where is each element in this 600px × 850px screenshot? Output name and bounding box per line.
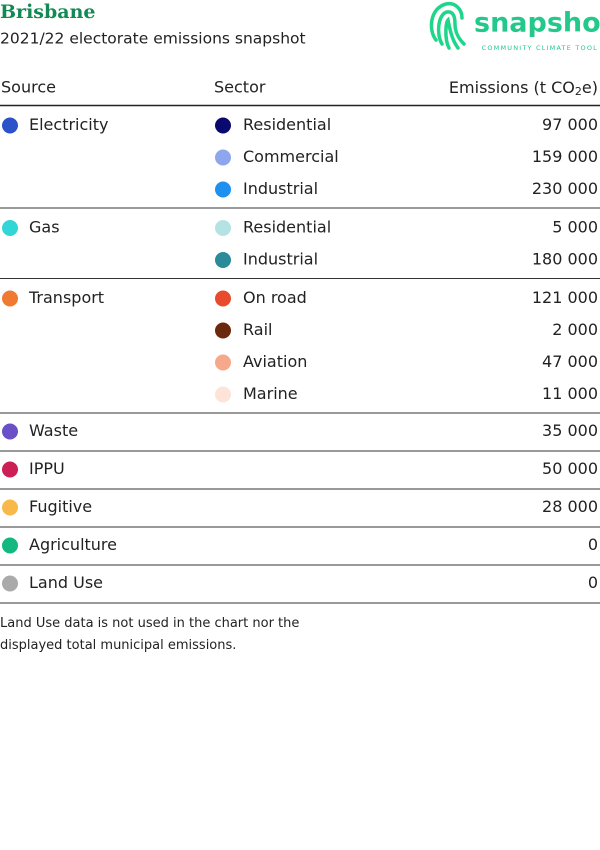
source-dot [2,537,18,554]
source-dot [2,575,18,592]
sector-name: Residential [243,218,331,237]
source-name: Waste [29,421,78,440]
emissions: 180 000 [532,250,598,269]
logo-name: snapshot [474,8,600,39]
source-dot [2,499,18,516]
source-dot [2,290,18,307]
source-dot [2,117,18,134]
source-name: Land Use [29,573,103,592]
sector-dot [215,322,231,339]
source-name: Fugitive [29,497,92,516]
sector-dot [215,252,231,268]
emissions: 0 [588,535,598,554]
emissions: 5 000 [552,218,598,237]
sector-dot [215,181,231,198]
emissions: 2 000 [552,320,598,339]
note: displayed total municipal emissions. [0,638,236,653]
sector-name: Aviation [243,352,307,371]
sector-dot [215,220,231,236]
source-name: Transport [28,288,104,307]
sector-name: On road [243,288,307,307]
header-sub: 2 [575,85,582,98]
emissions: 47 000 [542,352,598,371]
source-dot [2,423,18,440]
sector-name: Industrial [243,250,318,269]
sector-name: Residential [243,115,331,134]
sector-name: Industrial [243,179,318,198]
emissions: 0 [588,573,598,592]
source-name: Gas [29,218,60,237]
emissions: 28 000 [542,497,598,516]
emissions: 35 000 [542,421,598,440]
emissions: 11 000 [542,384,598,403]
emissions: 50 000 [542,459,598,478]
sector-dot [215,149,231,166]
source-dot [2,220,18,236]
source-name: IPPU [29,459,65,478]
sector-dot [215,290,231,307]
title: Brisbane [0,1,95,23]
source-dot [2,461,18,478]
emissions: 121 000 [532,288,598,307]
source-name: Agriculture [29,535,117,554]
source-name: Electricity [29,115,108,134]
note: Land Use data is not used in the chart n… [0,616,299,631]
sector-dot [215,354,231,371]
sector-dot [215,386,231,403]
sector-dot [215,117,231,134]
column-header: Sector [214,78,266,97]
subtitle: 2021/22 electorate emissions snapshot [0,30,306,48]
logo-tagline: COMMUNITY CLIMATE TOOL [482,44,598,52]
sector-name: Rail [243,320,272,339]
emissions: 230 000 [532,179,598,198]
logo-icon [429,1,466,50]
header-part: e) [582,78,598,97]
sector-name: Commercial [243,147,339,166]
sector-name: Marine [243,384,298,403]
emissions: 97 000 [542,115,598,134]
column-header: Emissions (t CO2e) [449,78,598,99]
header-part: Emissions (t CO [449,78,575,97]
column-header: Source [1,78,56,97]
emissions: 159 000 [532,147,598,166]
